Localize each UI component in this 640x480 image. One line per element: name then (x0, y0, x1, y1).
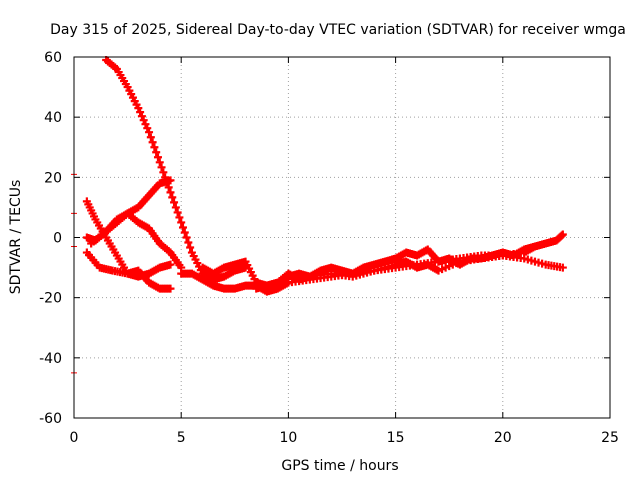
data-point (166, 176, 175, 185)
data-point (148, 138, 157, 147)
y-tick-label: 20 (44, 170, 62, 186)
data-point (145, 128, 154, 137)
x-tick-label: 10 (279, 430, 297, 446)
data-point (186, 243, 195, 252)
x-tick-label: 20 (494, 430, 512, 446)
x-tick-label: 5 (177, 430, 186, 446)
y-tick-label: -40 (39, 351, 62, 367)
y-tick-label: 60 (44, 50, 62, 66)
data-point (143, 124, 152, 133)
data-point (558, 230, 567, 239)
data-point (155, 158, 164, 167)
y-tick-label: -20 (39, 291, 62, 307)
data-point (152, 148, 161, 157)
series-satellite-track-A (102, 56, 250, 284)
grid (74, 57, 610, 418)
data-series (71, 56, 567, 376)
data-point (166, 260, 175, 269)
x-tick-label: 0 (70, 430, 79, 446)
x-tick-label: 25 (601, 430, 619, 446)
data-point (558, 263, 567, 272)
series-satellite-track-H (198, 242, 539, 290)
series-satellite-track-D (82, 248, 175, 293)
y-axis-label: SDTVAR / TECUs (8, 180, 24, 295)
data-point (182, 233, 191, 242)
data-point (173, 208, 182, 217)
data-point (177, 218, 186, 227)
data-point (166, 188, 175, 197)
data-point (180, 228, 189, 237)
data-point (139, 116, 148, 125)
data-point (184, 238, 193, 247)
data-point (134, 104, 143, 113)
data-point (178, 223, 187, 232)
x-axis-label: GPS time / hours (281, 458, 398, 474)
data-point (530, 242, 539, 251)
series-satellite-track-B (82, 197, 175, 281)
data-point (150, 143, 159, 152)
data-point (146, 133, 155, 142)
data-point (175, 213, 184, 222)
data-point (159, 168, 168, 177)
y-tick-label: -60 (39, 411, 62, 427)
data-point (153, 153, 162, 162)
data-point (166, 284, 175, 293)
chart-title: Day 315 of 2025, Sidereal Day-to-day VTE… (50, 22, 626, 38)
data-point (136, 108, 145, 117)
y-tick-label: 0 (53, 231, 62, 247)
data-point (168, 193, 177, 202)
x-tick-label: 15 (387, 430, 405, 446)
series-satellite-track-E (87, 176, 175, 248)
data-point (170, 198, 179, 207)
data-point (137, 112, 146, 121)
data-point (157, 163, 166, 172)
axis-ticks: 0 5 10 15 20 25 -60 -40 -20 0 20 40 60 (39, 50, 619, 446)
y-tick-label: 40 (44, 110, 62, 126)
data-point (171, 203, 180, 212)
data-point (141, 120, 150, 129)
